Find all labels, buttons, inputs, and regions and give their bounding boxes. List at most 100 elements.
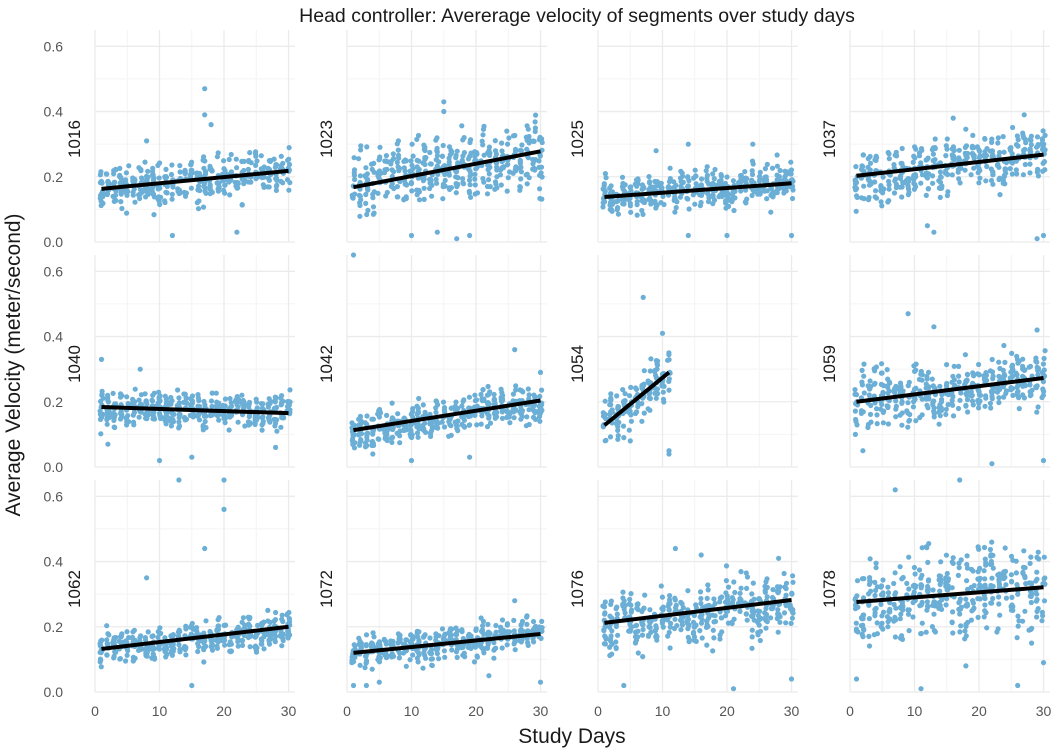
data-point xyxy=(117,656,123,662)
data-point xyxy=(899,145,905,152)
data-point xyxy=(762,589,769,595)
data-point xyxy=(962,167,968,173)
data-point xyxy=(652,200,658,206)
data-point xyxy=(356,416,362,422)
data-point xyxy=(480,618,486,625)
outlier-point xyxy=(537,679,544,685)
data-point xyxy=(789,195,796,202)
data-point xyxy=(176,642,182,648)
data-point xyxy=(764,584,770,591)
data-point xyxy=(234,626,240,632)
data-point xyxy=(600,204,606,210)
data-point xyxy=(429,662,435,668)
data-point xyxy=(260,401,266,407)
facet-1025: 1025 xyxy=(568,30,798,243)
data-point xyxy=(962,636,968,642)
data-point xyxy=(1034,569,1040,575)
data-point xyxy=(529,405,536,411)
data-point xyxy=(788,169,794,175)
data-point xyxy=(130,419,137,425)
data-point xyxy=(474,422,480,428)
data-point xyxy=(487,150,493,156)
data-point xyxy=(647,368,653,374)
data-point xyxy=(384,437,390,444)
data-point xyxy=(362,665,368,671)
data-point xyxy=(1001,394,1007,400)
outlier-point xyxy=(512,347,518,353)
data-point xyxy=(730,178,737,184)
data-point xyxy=(757,637,763,644)
data-point xyxy=(874,155,880,161)
data-point xyxy=(382,158,388,164)
outlier-point xyxy=(350,682,357,689)
data-point xyxy=(142,411,148,417)
data-point xyxy=(704,642,710,648)
data-point xyxy=(853,180,860,186)
outlier-point xyxy=(434,229,440,235)
data-point xyxy=(647,395,654,402)
x-tick-label: 0 xyxy=(594,703,602,719)
data-point xyxy=(105,178,111,184)
data-point xyxy=(195,395,201,401)
outlier-point xyxy=(273,444,279,450)
data-point xyxy=(704,595,710,602)
data-point xyxy=(995,161,1001,167)
y-tick-label: 0.6 xyxy=(44,38,64,54)
data-point xyxy=(873,560,879,566)
data-point xyxy=(969,398,976,404)
data-point xyxy=(363,165,369,171)
data-point xyxy=(1001,173,1008,180)
data-point xyxy=(697,183,703,190)
data-point xyxy=(1022,608,1028,614)
data-point xyxy=(957,611,963,617)
data-point xyxy=(949,146,955,152)
data-point xyxy=(98,398,104,404)
data-point xyxy=(937,413,943,419)
data-point xyxy=(1000,134,1006,140)
data-point xyxy=(271,631,278,637)
data-point xyxy=(910,159,916,165)
data-point xyxy=(428,651,434,657)
data-point xyxy=(886,156,892,162)
data-point xyxy=(279,414,285,421)
data-point xyxy=(768,615,774,621)
data-point xyxy=(886,388,892,394)
data-point xyxy=(111,168,117,174)
data-point xyxy=(467,182,473,188)
data-point xyxy=(510,391,516,397)
outlier-point xyxy=(363,682,369,689)
data-point xyxy=(364,413,370,419)
data-point xyxy=(196,170,203,177)
data-point xyxy=(123,189,129,196)
data-point xyxy=(667,645,673,651)
data-point xyxy=(859,367,865,373)
data-point xyxy=(401,196,407,202)
data-point xyxy=(749,627,755,633)
data-point xyxy=(892,592,898,598)
data-point xyxy=(181,391,187,397)
data-point xyxy=(504,642,510,648)
data-point xyxy=(395,147,401,153)
data-point xyxy=(750,580,756,586)
data-point xyxy=(136,397,142,403)
data-point xyxy=(423,655,429,661)
data-point xyxy=(944,570,950,577)
data-point xyxy=(248,633,254,639)
data-point xyxy=(602,398,608,404)
data-point xyxy=(646,632,652,638)
data-point xyxy=(626,427,632,433)
data-point xyxy=(472,182,478,188)
data-point xyxy=(394,194,400,200)
data-point xyxy=(867,575,873,581)
data-point xyxy=(158,415,164,422)
data-point xyxy=(246,159,252,165)
data-point xyxy=(422,409,428,415)
data-point xyxy=(923,385,929,391)
data-point xyxy=(1034,576,1040,582)
outlier-point xyxy=(957,477,963,483)
outlier-point xyxy=(454,236,460,242)
data-point xyxy=(447,186,453,192)
data-point xyxy=(622,602,628,608)
facet-label: 1078 xyxy=(820,570,839,608)
data-point xyxy=(769,594,776,601)
